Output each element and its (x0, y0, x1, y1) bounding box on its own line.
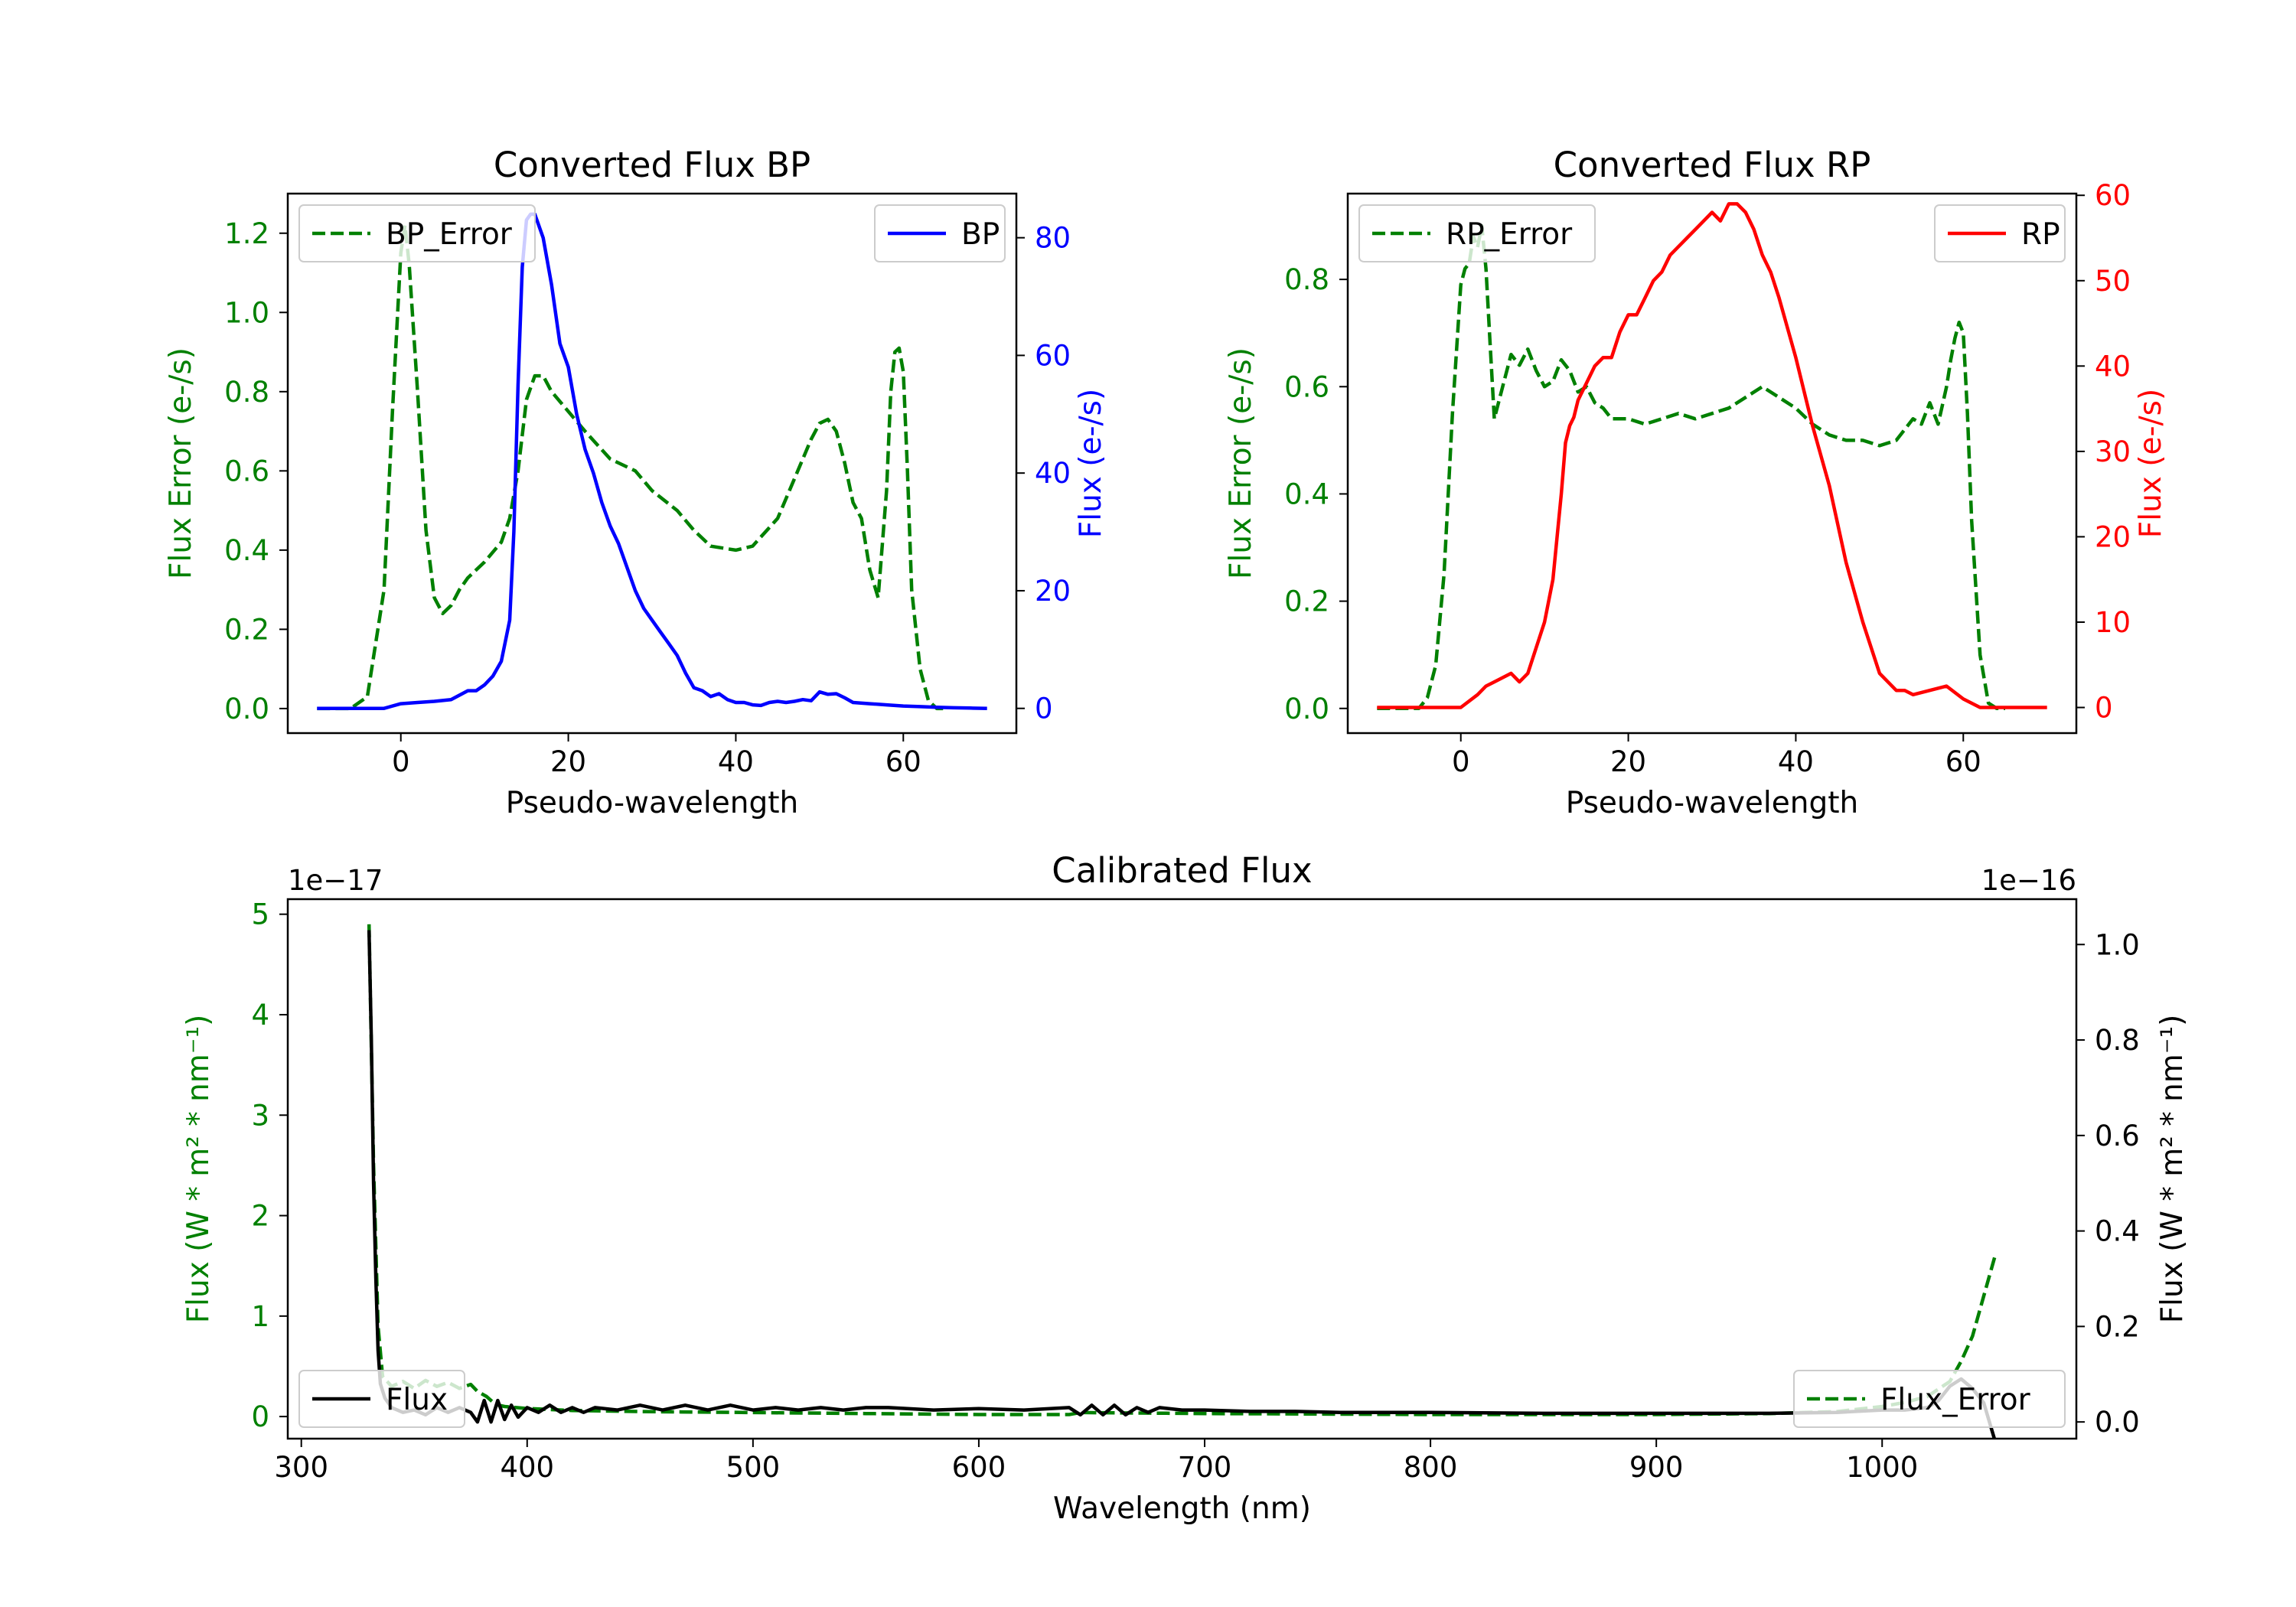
bp-x-tick-label: 0 (392, 745, 410, 778)
cal-legend-left-label: Flux (386, 1383, 448, 1417)
cal-x-tick-label: 600 (952, 1451, 1006, 1484)
bp-y-right-tick-label: 20 (1035, 575, 1071, 608)
rp-legend-right-label: RP (2021, 217, 2060, 252)
cal-plot-frame (286, 898, 2078, 1440)
cal-y-left-tick-label: 4 (251, 999, 269, 1032)
rp-legend-left (1358, 204, 1596, 262)
rp-y-left-tick-label: 0.0 (1284, 693, 1329, 725)
bp-legend-left (298, 204, 536, 262)
rp-plot-frame (1346, 192, 2078, 735)
rp-series-rp-error (1377, 223, 2005, 711)
bp-x-tick-label: 60 (885, 745, 921, 778)
rp-chart: 0 20 40 60 0.0 0.2 0.4 0.6 0.8 0 10 20 30 40 50 60 Conve… (1224, 145, 2168, 820)
cal-offset-right: 1e−16 (1981, 864, 2076, 897)
cal-y-left-label: Flux (W * m² * nm⁻¹) (181, 1015, 216, 1324)
bp-plot-frame (286, 192, 1018, 735)
rp-y-right-tick-label: 0 (2095, 692, 2113, 725)
rp-title: Converted Flux RP (1554, 145, 1871, 185)
rp-y-left-tick-label: 0.4 (1284, 478, 1329, 510)
cal-y-left-tick-label: 1 (251, 1300, 269, 1333)
bp-y-left-tick-label: 0.4 (224, 534, 269, 567)
bp-legend-left-label: BP_Error (386, 217, 513, 252)
rp-x-tick-label: 20 (1610, 745, 1646, 778)
bp-x-label: Pseudo-wavelength (506, 786, 798, 820)
cal-y-right-tick-label: 0.2 (2095, 1310, 2140, 1343)
cal-y-left-tick-label: 0 (251, 1400, 269, 1433)
cal-x-tick-label: 900 (1629, 1451, 1684, 1484)
rp-y-left-tick-label: 0.8 (1284, 263, 1329, 296)
bp-y-right-label: Flux (e-/s) (1074, 389, 1108, 538)
rp-x-label: Pseudo-wavelength (1566, 786, 1858, 820)
bp-y-right-tick-label: 60 (1035, 339, 1071, 372)
rp-y-right-tick-label: 50 (2095, 265, 2131, 298)
cal-x-tick-label: 700 (1178, 1451, 1232, 1484)
bp-title: Converted Flux BP (494, 145, 810, 185)
bp-y-left-tick-label: 0.6 (224, 455, 269, 487)
bp-y-left-label: Flux Error (e-/s) (164, 347, 198, 579)
cal-y-left-tick-label: 2 (251, 1200, 269, 1233)
cal-x-tick-label: 500 (726, 1451, 781, 1484)
rp-y-right-tick-label: 40 (2095, 350, 2131, 383)
rp-x-tick-label: 60 (1945, 745, 1981, 778)
rp-y-right-tick-label: 60 (2095, 179, 2131, 212)
cal-chart: 300 400 500 600 700 800 900 1000 0 1 2 3 4 5 0.0 0.2 0.4… (181, 850, 2190, 1526)
cal-y-right-tick-label: 0.6 (2095, 1120, 2140, 1152)
cal-y-right-tick-label: 0.0 (2095, 1406, 2140, 1439)
cal-x-tick-label: 1000 (1846, 1451, 1918, 1484)
bp-y-left-tick-label: 0.8 (224, 376, 269, 409)
cal-y-left-tick-label: 3 (251, 1099, 269, 1132)
rp-x-tick-label: 0 (1452, 745, 1470, 778)
cal-title: Calibrated Flux (1052, 850, 1312, 891)
cal-y-right-label: Flux (W * m² * nm⁻¹) (2155, 1015, 2190, 1324)
bp-y-left-tick-label: 0.0 (224, 693, 269, 725)
cal-legend-left (298, 1370, 465, 1428)
rp-x-tick-label: 40 (1778, 745, 1814, 778)
rp-series-rp (1377, 202, 2047, 709)
bp-series-bp (317, 212, 987, 710)
rp-y-left-label: Flux Error (e-/s) (1224, 347, 1258, 579)
bp-y-right-tick-label: 0 (1035, 693, 1053, 725)
bp-x-tick-label: 20 (550, 745, 586, 778)
rp-y-right-tick-label: 30 (2095, 435, 2131, 468)
rp-y-right-tick-label: 20 (2095, 520, 2131, 553)
bp-y-left-tick-label: 1.2 (224, 217, 269, 250)
cal-x-tick-label: 300 (274, 1451, 328, 1484)
cal-y-right-tick-label: 1.0 (2095, 928, 2140, 961)
bp-y-right-tick-label: 40 (1035, 457, 1071, 490)
cal-y-right-tick-label: 0.4 (2095, 1215, 2140, 1248)
rp-legend-left-label: RP_Error (1446, 217, 1573, 252)
cal-legend-right-label: Flux_Error (1880, 1383, 2031, 1417)
rp-y-right-tick-label: 10 (2095, 606, 2131, 639)
cal-series-flux (367, 930, 1997, 1439)
cal-x-tick-label: 800 (1404, 1451, 1458, 1484)
bp-x-tick-label: 40 (718, 745, 754, 778)
bp-series-bp-error (317, 223, 945, 711)
cal-y-right-tick-label: 0.8 (2095, 1024, 2140, 1057)
rp-y-right-label: Flux (e-/s) (2134, 389, 2168, 538)
bp-y-left-tick-label: 0.2 (224, 613, 269, 646)
bp-y-left-tick-label: 1.0 (224, 296, 269, 329)
cal-y-left-tick-label: 5 (251, 898, 269, 931)
cal-series-flux-error (367, 924, 1997, 1416)
rp-y-left-tick-label: 0.6 (1284, 370, 1329, 403)
bp-y-right-tick-label: 80 (1035, 222, 1071, 255)
rp-y-left-tick-label: 0.2 (1284, 585, 1329, 618)
bp-chart: 0 20 40 60 0.0 0.2 0.4 0.6 0.8 1.0 1.2 0 20 40 60 80 Con… (164, 145, 1108, 820)
cal-legend-right (1793, 1370, 2066, 1428)
bp-legend-right-label: BP (961, 217, 1000, 252)
cal-x-tick-label: 400 (500, 1451, 554, 1484)
cal-x-label: Wavelength (nm) (1053, 1491, 1311, 1526)
cal-offset-left: 1e−17 (288, 864, 383, 897)
